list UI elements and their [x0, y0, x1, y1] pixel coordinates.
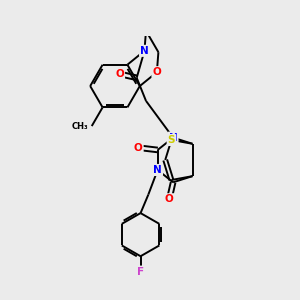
Text: O: O	[115, 69, 124, 79]
Text: N: N	[153, 165, 162, 175]
Text: F: F	[137, 267, 144, 277]
Text: S: S	[168, 135, 175, 145]
Text: O: O	[152, 67, 161, 77]
Text: O: O	[165, 194, 174, 204]
Text: N: N	[140, 46, 149, 56]
Text: N: N	[169, 133, 178, 142]
Text: CH₃: CH₃	[72, 122, 88, 130]
Text: O: O	[134, 143, 142, 153]
